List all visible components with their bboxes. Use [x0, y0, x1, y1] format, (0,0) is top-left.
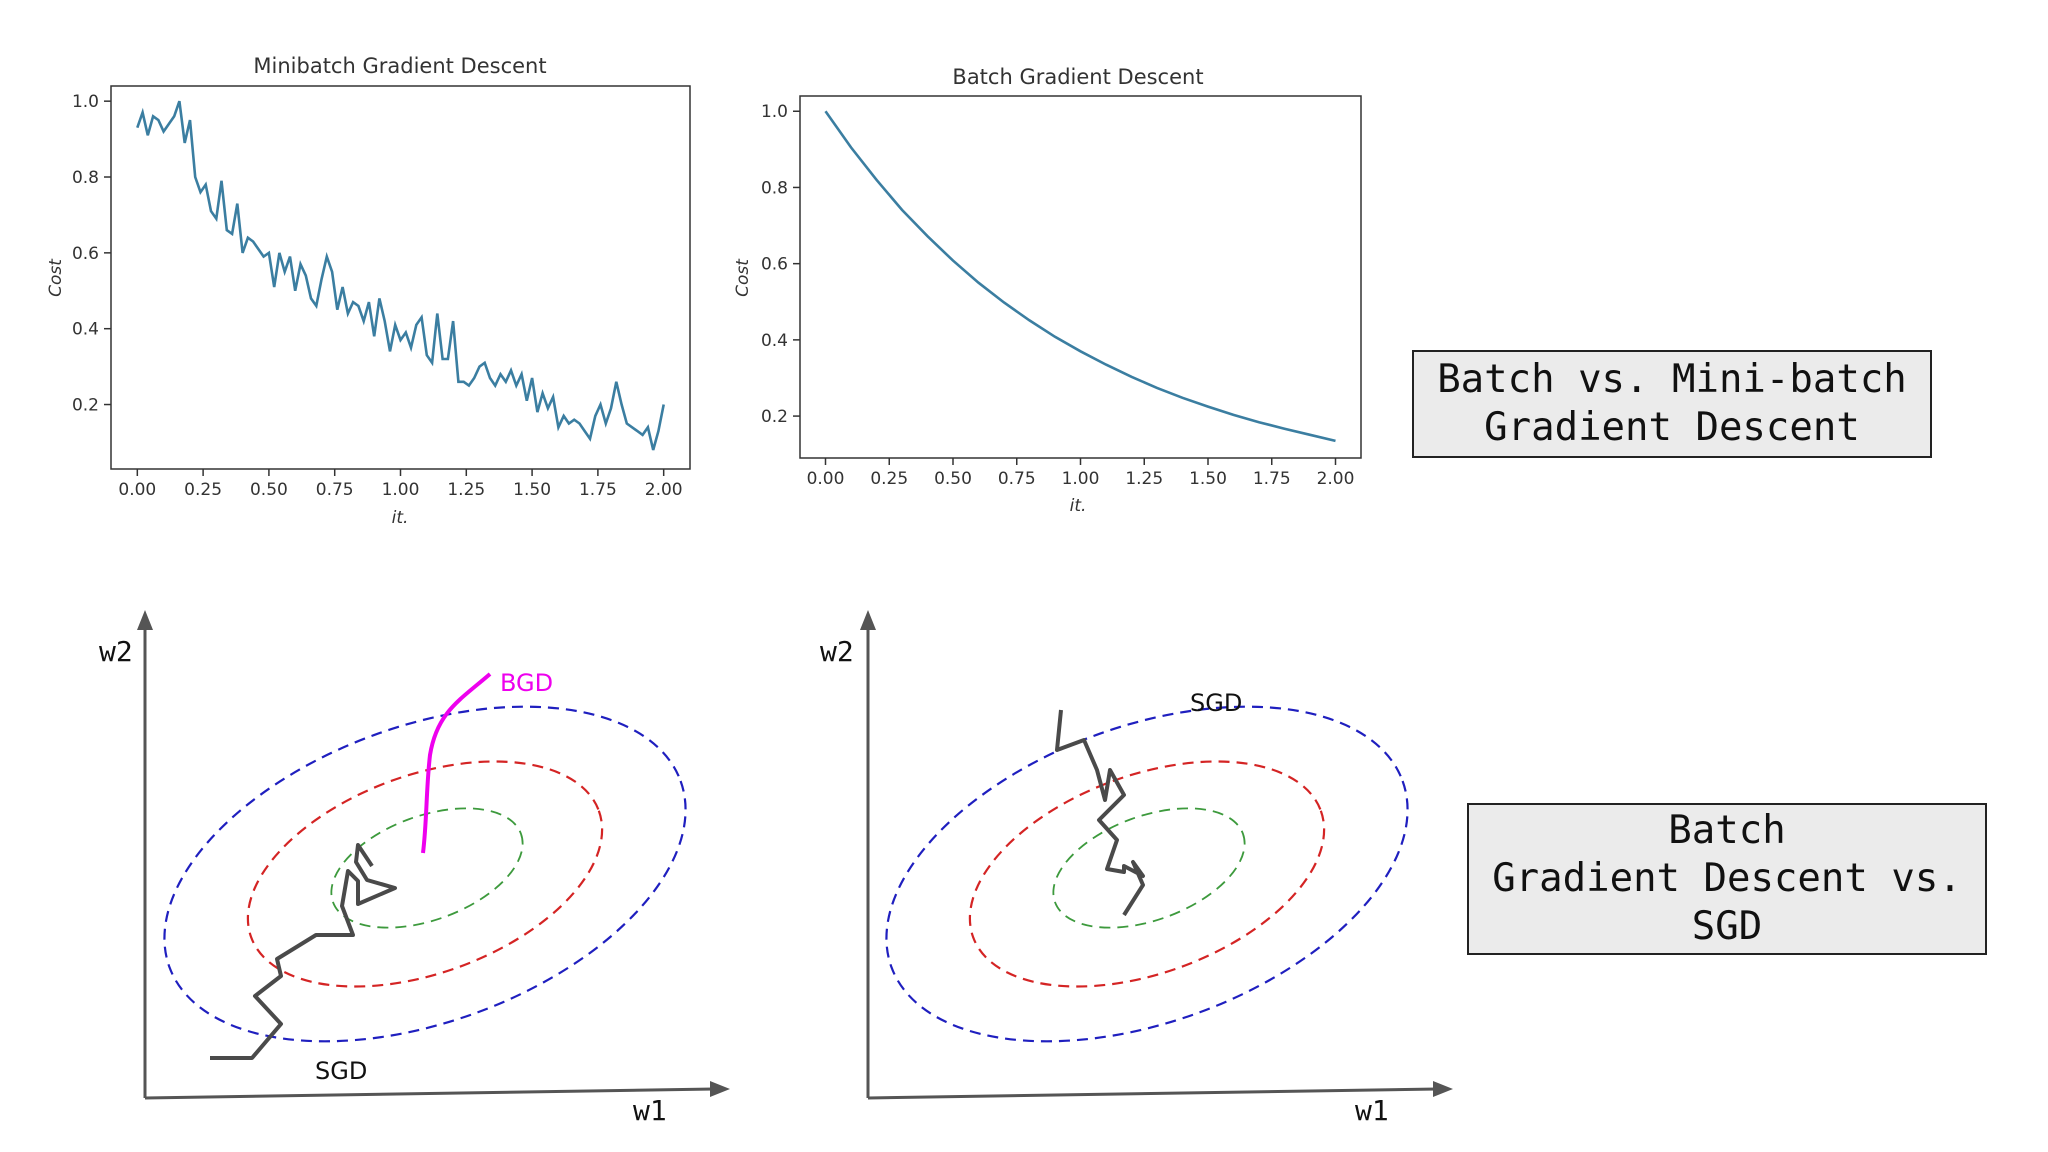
x-tick-label: 0.50: [934, 469, 972, 489]
x-tick-label: 0.75: [998, 469, 1036, 489]
x-tick-label: 0.25: [870, 469, 908, 489]
x-tick-label: 0.00: [118, 480, 156, 500]
x-tick-label: 1.50: [513, 480, 551, 500]
y-axis-label: Cost: [733, 258, 753, 297]
sgd-label: SGD: [1190, 689, 1242, 717]
y-tick-label: 0.4: [761, 331, 788, 351]
bgd-sgd-contour-diagram: w2 w1 BGD SGD: [99, 610, 730, 1127]
y-tick-label: 0.4: [72, 320, 99, 340]
x-tick-label: 1.25: [447, 480, 485, 500]
plot-frame: [799, 95, 1362, 459]
contour-middle: [968, 760, 1326, 988]
callout-line: Gradient Descent: [1484, 405, 1860, 450]
w2-axis-label: w2: [820, 635, 854, 668]
w2-axis-label: w2: [99, 635, 133, 668]
w1-axis-label: w1: [633, 1094, 667, 1127]
callout-line: Batch: [1668, 808, 1786, 853]
callout-line: Gradient Descent vs.: [1492, 856, 1962, 901]
axes: [860, 610, 1453, 1100]
y-tick-label: 1.0: [72, 92, 99, 112]
batch-chart: Batch Gradient Descent 0.00 0.25 0.50 0.75 1…: [733, 65, 1362, 516]
contour-outer: [163, 705, 687, 1043]
contour-inner: [330, 807, 524, 929]
callout-line: SGD: [1691, 904, 1763, 949]
cost-contours: [885, 705, 1409, 1043]
sgd-label: SGD: [315, 1057, 367, 1085]
cost-series-line: [136, 100, 665, 451]
cost-contours: [163, 705, 687, 1043]
x-tick-label: 1.50: [1189, 469, 1227, 489]
sgd-path: [1055, 709, 1145, 917]
y-axis-label: Cost: [46, 258, 66, 297]
y-tick-label: 0.8: [72, 168, 99, 188]
y-tick-label: 0.2: [72, 396, 99, 416]
bgd-path: [421, 672, 492, 854]
callout-line: Batch vs. Mini-batch: [1437, 357, 1907, 402]
contour-inner: [1052, 807, 1246, 929]
cost-series-line: [824, 110, 1336, 443]
x-axis-arrow-icon: [1433, 1081, 1453, 1097]
x-tick-label: 1.00: [1062, 469, 1100, 489]
y-tick-label: 0.6: [72, 244, 99, 264]
sgd-contour-diagram: w2 w1 SGD: [820, 610, 1453, 1127]
x-tick-label: 0.00: [807, 469, 845, 489]
sgd-path: [210, 843, 397, 1060]
y-tick-label: 0.2: [761, 407, 788, 427]
x-axis-arrow-icon: [710, 1081, 730, 1097]
contour-middle: [246, 760, 604, 988]
x-tick-label: 0.25: [184, 480, 222, 500]
w1-axis-label: w1: [1355, 1094, 1389, 1127]
x-tick-label: 1.75: [1253, 469, 1291, 489]
x-axis-label: it.: [392, 508, 409, 528]
y-axis-arrow-icon: [860, 610, 876, 630]
axes: [137, 610, 730, 1100]
minibatch-chart: Minibatch Gradient Descent 0.00 0.25 0.50 0…: [46, 54, 691, 528]
chart-title: Minibatch Gradient Descent: [253, 54, 546, 78]
bgd-label: BGD: [500, 669, 553, 697]
x-tick-label: 0.50: [250, 480, 288, 500]
chart-title: Batch Gradient Descent: [952, 65, 1203, 89]
y-axis-arrow-icon: [137, 610, 153, 630]
x-tick-label: 1.75: [579, 480, 617, 500]
batch-vs-sgd-callout: Batch Gradient Descent vs. SGD: [1467, 803, 1987, 955]
batch-vs-minibatch-callout: Batch vs. Mini-batch Gradient Descent: [1412, 350, 1932, 458]
x-tick-label: 0.75: [316, 480, 354, 500]
x-axis-label: it.: [1070, 496, 1087, 516]
contour-outer: [885, 705, 1409, 1043]
x-tick-label: 1.25: [1125, 469, 1163, 489]
y-tick-label: 0.8: [761, 178, 788, 198]
x-tick-label: 2.00: [1317, 469, 1355, 489]
y-tick-label: 1.0: [761, 102, 788, 122]
y-tick-label: 0.6: [761, 255, 788, 275]
x-tick-label: 2.00: [645, 480, 683, 500]
x-tick-label: 1.00: [382, 480, 420, 500]
